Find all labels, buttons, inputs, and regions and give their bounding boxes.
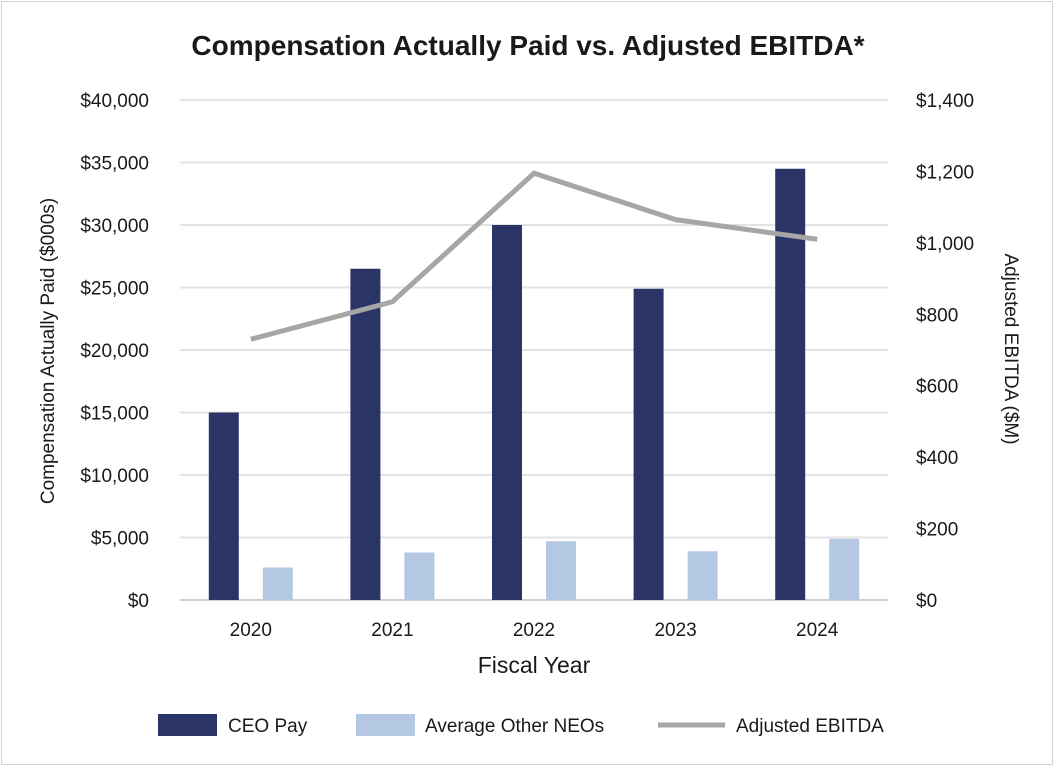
gridlines bbox=[180, 99, 888, 601]
y-tick-label: $40,000 bbox=[80, 91, 149, 112]
y-tick-label: $35,000 bbox=[80, 154, 149, 175]
bars bbox=[208, 168, 860, 600]
y2-tick-label: $0 bbox=[916, 591, 937, 612]
y-tick-label: $15,000 bbox=[80, 404, 149, 425]
ebitda-line bbox=[250, 170, 818, 342]
y-tick-label: $5,000 bbox=[91, 529, 149, 550]
bar-ceo-pay-2020 bbox=[208, 412, 239, 600]
bar-ceo-pay-2023 bbox=[633, 288, 664, 600]
y2-axis-label: Adjusted EBITDA ($M) bbox=[1000, 253, 1021, 444]
y2-tick-label: $200 bbox=[916, 520, 958, 541]
left-axis-ticks: $0 $5,000 $10,000 $15,000 $20,000 $25,000 $30,… bbox=[80, 91, 149, 612]
x-tick-label: 2021 bbox=[371, 620, 413, 641]
y-tick-label: $10,000 bbox=[80, 466, 149, 487]
y-tick-label: $0 bbox=[128, 591, 149, 612]
y2-tick-label: $1,000 bbox=[916, 234, 974, 255]
legend: CEO Pay Average Other NEOs Adjusted EBITDA bbox=[158, 714, 884, 737]
y2-tick-label: $400 bbox=[916, 448, 958, 469]
y2-tick-label: $800 bbox=[916, 305, 958, 326]
y-axis-label: Compensation Actually Paid ($000s) bbox=[38, 198, 59, 504]
legend-ceo-pay-label: CEO Pay bbox=[228, 716, 308, 737]
legend-average-other-neos-swatch bbox=[356, 714, 415, 736]
bar-ceo-pay-2021 bbox=[350, 268, 381, 600]
bar-average-other-neos-2023 bbox=[687, 551, 718, 600]
y2-tick-label: $1,200 bbox=[916, 162, 974, 183]
legend-adjusted-ebitda-label: Adjusted EBITDA bbox=[736, 716, 884, 737]
bar-ceo-pay-2024 bbox=[775, 168, 806, 600]
bar-average-other-neos-2021 bbox=[404, 552, 435, 600]
x-axis-ticks: 2020 2021 2022 2023 2024 bbox=[230, 620, 839, 641]
bar-average-other-neos-2024 bbox=[829, 538, 860, 600]
y2-tick-label: $1,400 bbox=[916, 91, 974, 112]
legend-average-other-neos-label: Average Other NEOs bbox=[425, 716, 604, 737]
y-tick-label: $25,000 bbox=[80, 279, 149, 300]
bar-ceo-pay-2022 bbox=[492, 225, 522, 600]
x-tick-label: 2020 bbox=[230, 620, 272, 641]
y2-tick-label: $600 bbox=[916, 377, 958, 398]
bar-average-other-neos-2022 bbox=[546, 541, 576, 600]
x-axis-label: Fiscal Year bbox=[478, 652, 591, 678]
legend-ceo-pay-swatch bbox=[158, 714, 217, 736]
ebitda-line-group bbox=[250, 170, 818, 342]
right-axis-ticks: $0 $200 $400 $600 $800 $1,000 $1,200 $1,400 bbox=[916, 91, 974, 612]
x-tick-label: 2023 bbox=[654, 620, 696, 641]
y-tick-label: $30,000 bbox=[80, 216, 149, 237]
chart-title: Compensation Actually Paid vs. Adjusted … bbox=[191, 30, 864, 61]
y-tick-label: $20,000 bbox=[80, 341, 149, 362]
x-tick-label: 2022 bbox=[513, 620, 555, 641]
bar-average-other-neos-2020 bbox=[262, 567, 293, 600]
x-tick-label: 2024 bbox=[796, 620, 839, 641]
